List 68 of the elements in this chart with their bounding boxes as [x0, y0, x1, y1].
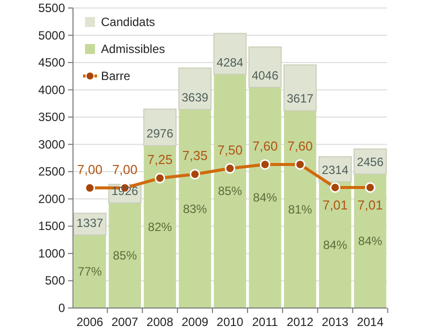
bar	[178, 110, 212, 308]
data-label: 7,60	[252, 138, 278, 154]
data-label: 3617	[286, 92, 314, 106]
data-label: 2976	[146, 126, 174, 141]
x-tick-label: 2007	[112, 315, 139, 329]
bar	[354, 174, 386, 308]
annotation: 82%	[148, 220, 172, 234]
point	[190, 168, 200, 180]
bar	[284, 110, 316, 308]
y-tick-label: 1500	[38, 219, 66, 234]
annotation: 84%	[323, 238, 348, 252]
x-tick-label: 2011	[252, 315, 278, 329]
data-label: 7,35	[182, 148, 208, 164]
y-tick-label: 500	[44, 274, 66, 288]
bar	[144, 146, 176, 308]
point	[224, 163, 236, 174]
legend-label: Candidats	[101, 15, 156, 29]
x-tick-label: 2008	[146, 315, 174, 329]
x-tick-label: 2010	[216, 315, 244, 329]
y-tick-label: 0	[58, 301, 66, 315]
x-tick-label: 2006	[76, 315, 104, 329]
data-label: 2456	[356, 155, 384, 170]
point	[330, 182, 340, 193]
y-tick-label: 2000	[38, 192, 66, 206]
x-tick-label: 2014	[356, 315, 384, 329]
bar	[214, 74, 246, 308]
y-tick-label: 2500	[38, 164, 66, 179]
bar	[74, 235, 106, 308]
point	[364, 182, 376, 193]
data-label: 4284	[216, 55, 244, 70]
data-label: 3639	[182, 90, 209, 105]
bar	[319, 182, 352, 308]
y-tick-label: 4500	[38, 56, 66, 70]
annotation: 84%	[358, 234, 383, 248]
y-tick-label: 3000	[38, 137, 66, 152]
data-label: 7,50	[217, 142, 243, 158]
annotation: 77%	[78, 264, 102, 279]
legend-label: Admissibles	[101, 42, 166, 56]
data-label: 7,25	[147, 152, 173, 168]
annotation: 84%	[253, 190, 278, 205]
data-label: 1926	[112, 184, 139, 198]
annotation: 85%	[112, 248, 138, 262]
point	[294, 159, 306, 170]
point	[84, 182, 96, 194]
annotation: 85%	[218, 184, 242, 198]
y-tick-label: 4000	[38, 82, 66, 97]
annotation: 83%	[182, 202, 208, 216]
data-label: 7,60	[287, 138, 313, 154]
x-tick-label: 2009	[182, 315, 209, 329]
data-label: 2314	[322, 162, 349, 177]
x-tick-label: 2012	[286, 315, 314, 329]
data-label: 7,01	[322, 198, 348, 213]
legend-label: Barre	[101, 69, 131, 83]
point	[154, 172, 166, 184]
data-label: 7,01	[358, 198, 383, 213]
data-label: 1337	[76, 216, 104, 230]
point	[260, 159, 270, 170]
annotation: 81%	[288, 202, 312, 216]
y-tick-label: 3500	[38, 110, 66, 124]
data-label: 4046	[252, 68, 279, 82]
y-tick-label: 1000	[38, 246, 66, 260]
bar	[108, 202, 141, 308]
data-label: 7,00	[77, 162, 102, 177]
x-tick-label: 2013	[322, 315, 349, 329]
data-label: 7,00	[112, 162, 138, 177]
y-tick-label: 5500	[38, 1, 66, 15]
y-tick-label: 5000	[38, 28, 66, 42]
bar	[248, 87, 282, 308]
